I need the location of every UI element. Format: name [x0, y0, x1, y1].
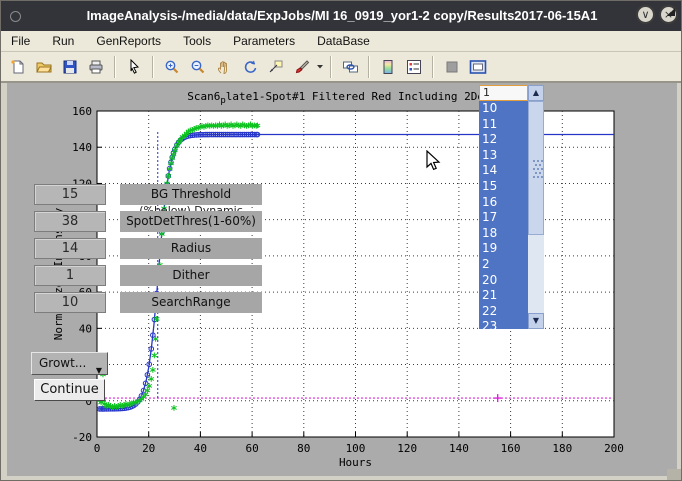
link-plots-icon[interactable]	[337, 55, 363, 79]
plottools-off-icon[interactable]	[439, 55, 465, 79]
menu-item-database[interactable]: DataBase	[317, 34, 370, 48]
title-bar: ImageAnalysis-/media/data/ExpJobs/MI 16_…	[1, 1, 681, 31]
menu-item-parameters[interactable]: Parameters	[233, 34, 296, 48]
list-item[interactable]: 13	[479, 147, 528, 164]
menu-item-file[interactable]: File	[11, 34, 31, 48]
zoom-in-icon[interactable]	[159, 55, 185, 79]
listbox-selected-value[interactable]: 1	[479, 85, 528, 101]
toolbar	[1, 52, 681, 83]
continue-button[interactable]: Continue	[34, 379, 105, 401]
pointer-icon[interactable]	[121, 55, 147, 79]
list-item[interactable]: 17	[479, 210, 528, 226]
list-item[interactable]: 15	[479, 178, 528, 195]
param-input-dither[interactable]: 1	[34, 265, 106, 286]
colorbar-icon[interactable]	[375, 55, 401, 79]
list-item[interactable]: 20	[479, 272, 528, 289]
param-label-searchrange[interactable]: SearchRange	[120, 292, 262, 313]
param-label-bg-threshold[interactable]: BG Threshold	[120, 184, 262, 205]
listbox-scrollbar[interactable]: ▲ ▼	[528, 85, 544, 329]
list-item[interactable]: 23	[479, 319, 528, 329]
param-input-spotdetthres-1-60-[interactable]: 38	[34, 211, 106, 232]
growth-popup-menu[interactable]: Growt... ▼	[31, 352, 108, 375]
window-title: ImageAnalysis-/media/data/ExpJobs/MI 16_…	[86, 8, 598, 23]
rotate-icon[interactable]	[237, 55, 263, 79]
list-item[interactable]: 14	[479, 163, 528, 179]
resize-grip[interactable]	[667, 469, 681, 480]
param-label-radius[interactable]: Radius	[120, 238, 262, 259]
param-input-radius[interactable]: 14	[34, 238, 106, 259]
minimize-button[interactable]: ∨	[636, 5, 655, 24]
menu-overflow-icon[interactable]	[667, 8, 676, 17]
menu-bar: File Run GenReports Tools Parameters DataBase	[1, 31, 681, 52]
pan-hand-icon[interactable]	[211, 55, 237, 79]
zoom-out-icon[interactable]	[185, 55, 211, 79]
plottools-on-icon[interactable]	[465, 55, 491, 79]
brush-dropdown-caret[interactable]	[315, 55, 325, 79]
param-label-spotdetthres-1-60-[interactable]: SpotDetThres(1-60%)	[120, 211, 262, 232]
popup-arrow-icon: ▼	[95, 366, 102, 375]
legend-icon[interactable]	[401, 55, 427, 79]
save-icon[interactable]	[57, 55, 83, 79]
param-input-searchrange[interactable]: 10	[34, 292, 106, 313]
list-item[interactable]: 19	[479, 241, 528, 257]
list-item[interactable]: 11	[479, 116, 528, 133]
menu-item-run[interactable]: Run	[52, 34, 75, 48]
list-item[interactable]: 12	[479, 132, 528, 148]
list-item[interactable]: 10	[479, 101, 528, 117]
param-input-bg-threshold[interactable]: 15	[34, 184, 106, 205]
open-folder-icon[interactable]	[31, 55, 57, 79]
scrollbar-thumb[interactable]	[528, 101, 544, 235]
print-icon[interactable]	[83, 55, 109, 79]
scroll-down-icon[interactable]: ▼	[528, 313, 544, 329]
scroll-up-icon[interactable]: ▲	[528, 85, 544, 101]
scrollbar-grip	[533, 160, 535, 162]
list-item[interactable]: 21	[479, 288, 528, 304]
new-document-icon[interactable]	[5, 55, 31, 79]
menu-item-tools[interactable]: Tools	[183, 34, 212, 48]
list-item[interactable]: 22	[479, 303, 528, 320]
brush-icon[interactable]	[289, 55, 315, 79]
list-item[interactable]: 18	[479, 225, 528, 242]
data-cursor-icon[interactable]	[263, 55, 289, 79]
list-item[interactable]: 16	[479, 194, 528, 211]
menu-item-genreports[interactable]: GenReports	[96, 34, 162, 48]
spot-number-listbox: 1 10 11 12 13 14 15 16 17 18 19 2 20 21 22 23 ▲ ▼	[479, 85, 544, 329]
list-item[interactable]: 2	[479, 256, 528, 273]
window-icon	[10, 11, 21, 22]
param-label-dither[interactable]: Dither	[120, 265, 262, 286]
